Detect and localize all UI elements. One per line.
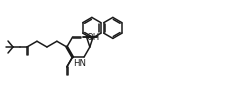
Text: HN: HN — [74, 59, 87, 68]
Text: OH: OH — [86, 33, 99, 42]
